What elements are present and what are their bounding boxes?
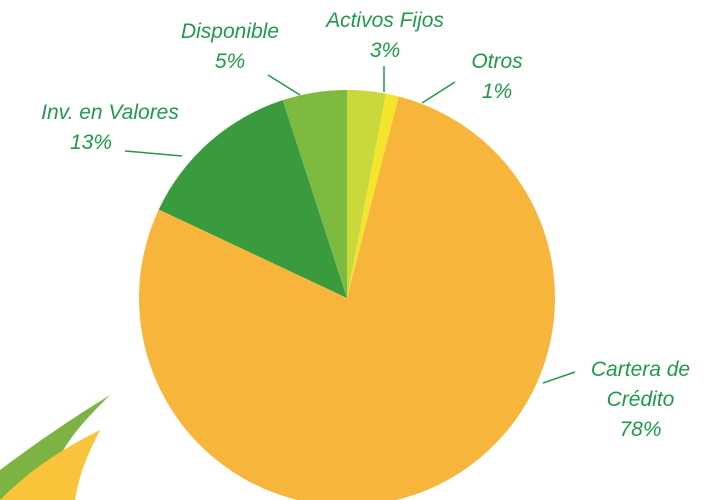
label-name: Disponible <box>180 20 280 43</box>
pie <box>139 90 555 500</box>
pie-slice <box>347 93 399 298</box>
slice-label: Activos Fijos 3% <box>320 6 450 66</box>
leader-line <box>421 81 456 104</box>
pie-slice <box>347 90 386 298</box>
label-value: 1% <box>481 80 513 103</box>
slice-label: Cartera de Crédito 78% <box>573 355 708 445</box>
leader-line <box>124 150 183 157</box>
pie-slice <box>282 90 347 298</box>
slice-label: Otros 1% <box>447 47 547 107</box>
label-value: 5% <box>214 50 246 73</box>
pie-slice <box>158 100 347 299</box>
pie-slice <box>139 96 555 500</box>
decor-swoosh <box>0 430 100 500</box>
label-name: Inv. en Valores <box>41 101 179 124</box>
label-value: 13% <box>70 131 113 154</box>
slice-label: Inv. en Valores 13% <box>20 98 200 158</box>
leader-lines <box>124 66 576 384</box>
label-name: Cartera de Crédito <box>590 358 691 411</box>
slice-label: Disponible 5% <box>160 17 300 77</box>
leader-line <box>267 74 301 96</box>
label-name: Otros <box>471 50 523 73</box>
label-name: Activos Fijos <box>326 9 444 32</box>
decor-swoosh <box>0 395 110 500</box>
leader-line <box>542 371 576 384</box>
label-value: 3% <box>369 39 401 62</box>
label-value: 78% <box>619 418 662 441</box>
